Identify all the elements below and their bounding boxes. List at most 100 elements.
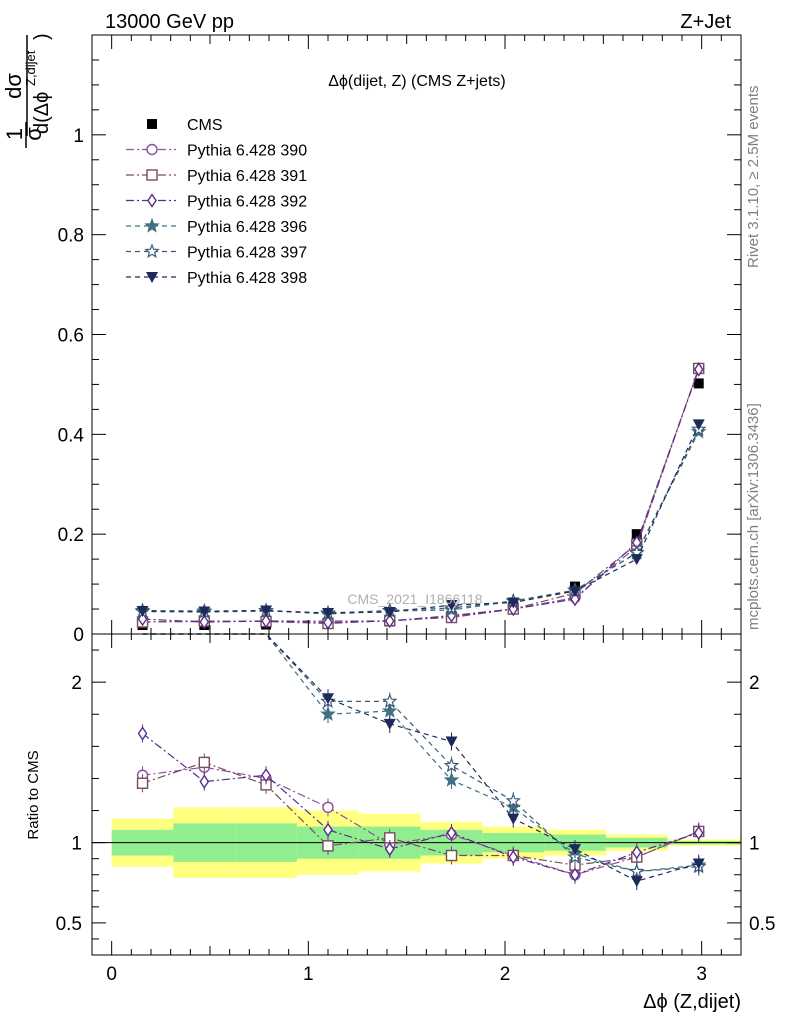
- data-point: [383, 607, 396, 619]
- legend-item-pythia-6-428-391: Pythia 6.428 391: [126, 168, 307, 185]
- ratio-data-point: [443, 771, 460, 787]
- series-line: [142, 424, 700, 614]
- x-tick-label: 3: [696, 964, 707, 985]
- ratio-data-point: [630, 876, 643, 888]
- legend: CMS Pythia 6.428 390 Pythia 6.428 391 Pythi…: [126, 117, 307, 287]
- main-y-tick-label: 0.2: [58, 525, 84, 546]
- ratio-y-tick-label: 1: [71, 834, 82, 855]
- data-point: [445, 600, 458, 612]
- legend-item-cms: CMS: [147, 117, 223, 134]
- data-point: [508, 601, 519, 617]
- energy-label: 13000 GeV pp: [105, 11, 234, 33]
- main-y-tick-label: 0: [73, 625, 84, 646]
- series-pythia-6-428-398: [136, 419, 705, 620]
- data-point: [630, 554, 643, 566]
- legend-marker: [144, 217, 160, 233]
- legend-marker: [146, 272, 158, 283]
- data-point: [261, 613, 271, 629]
- mcplots-reference-text: mcplots.cern.ch [arXiv:1306.3436]: [745, 403, 762, 630]
- series-pythia-6-428-390: [136, 362, 705, 628]
- legend-item-pythia-6-428-390: Pythia 6.428 390: [126, 143, 307, 160]
- legend-label: Pythia 6.428 398: [187, 270, 307, 287]
- legend-marker: [146, 169, 158, 181]
- ratio-data-point: [136, 777, 149, 789]
- data-point: [693, 362, 704, 377]
- ratio-data-point: [384, 841, 395, 857]
- legend-label: CMS: [187, 117, 223, 134]
- data-point: [384, 613, 395, 629]
- legend-label: Pythia 6.428 396: [187, 219, 307, 236]
- legend-marker: [147, 119, 157, 129]
- x-tick-label: 1: [303, 964, 314, 985]
- legend-marker: [146, 143, 158, 156]
- analysis-watermark: CMS_2021_I1866118: [347, 591, 482, 607]
- data-point: [631, 529, 642, 540]
- ratio-data-point: [505, 792, 521, 808]
- main-panel: [134, 362, 707, 631]
- data-point: [692, 419, 705, 431]
- x-tick-label: 2: [500, 964, 511, 985]
- data-point: [136, 606, 149, 618]
- ratio-data-point: [443, 757, 460, 773]
- ratio-data-point: [508, 849, 519, 865]
- x-tick-label: 0: [106, 964, 117, 985]
- legend-item-pythia-6-428-392: Pythia 6.428 392: [126, 193, 307, 211]
- ratio-data-point: [323, 822, 333, 838]
- series-pythia-6-428-392: [137, 362, 704, 630]
- ratio-series-line: [142, 761, 699, 866]
- main-y-tick-label: 0.6: [58, 326, 84, 347]
- axis-ticks: 0 0.2 0.4 0.6 0.8 1 0 1 2 3 0.5 0.5 1 1 2 2: [56, 34, 775, 985]
- ratio-y-tick-label-right: 1: [749, 834, 760, 855]
- ratio-series-line: [142, 733, 699, 876]
- data-point: [570, 591, 580, 607]
- ratio-frame: [91, 633, 742, 956]
- ratio-y-tick-label: 2: [71, 673, 82, 694]
- y-label-one: 1: [2, 128, 27, 140]
- ratio-data-point: [382, 693, 398, 709]
- legend-marker: [144, 243, 160, 259]
- ratio-data-point: [692, 858, 705, 870]
- y-label-close: ): [31, 33, 53, 40]
- legend-item-pythia-6-428-398: Pythia 6.428 398: [126, 270, 307, 287]
- main-title: Δϕ(dijet, Z) (CMS Z+jets): [328, 73, 505, 90]
- data-point: [569, 586, 582, 598]
- ratio-data-point: [570, 867, 580, 883]
- ratio-data-point: [322, 693, 334, 705]
- y-label-dsigma: dσ: [1, 73, 26, 99]
- main-y-axis-label: 1 σ dσ d(Δϕ Z,dijet ): [1, 33, 53, 148]
- process-label: Z+Jet: [680, 11, 731, 33]
- x-axis-label: Δϕ (Z,dijet): [643, 991, 741, 1013]
- legend-label: Pythia 6.428 391: [187, 168, 307, 185]
- ratio-y-axis-label: Ratio to CMS: [25, 750, 42, 839]
- main-y-tick-label: 0.4: [58, 425, 85, 446]
- data-point: [507, 597, 520, 609]
- legend-item-pythia-6-428-396: Pythia 6.428 396: [126, 217, 307, 236]
- ratio-data-point: [322, 801, 334, 814]
- rivet-version-text: Rivet 3.1.10, ≥ 2.5M events: [745, 85, 762, 269]
- legend-marker: [147, 193, 157, 208]
- data-point: [693, 378, 704, 389]
- ratio-data-point: [693, 825, 704, 841]
- series-pythia-6-428-397: [134, 421, 707, 620]
- ratio-data-point: [507, 813, 520, 825]
- ratio-series-pythia-6-428-392: [137, 724, 704, 884]
- main-y-tick-label: 1: [73, 126, 84, 147]
- series-line: [142, 429, 700, 614]
- data-point: [322, 608, 334, 620]
- series-line: [142, 368, 700, 623]
- legend-label: Pythia 6.428 397: [187, 245, 307, 262]
- legend-label: Pythia 6.428 392: [187, 194, 307, 211]
- y-label-denominator: d(Δϕ: [31, 92, 53, 134]
- ratio-data-point: [631, 845, 642, 860]
- ratio-data-point: [445, 849, 458, 862]
- series-line: [142, 369, 700, 624]
- ratio-data-point: [446, 825, 457, 841]
- ratio-data-point: [137, 726, 148, 741]
- ratio-data-point: [199, 774, 210, 789]
- series-line: [142, 431, 700, 615]
- ratio-panel: [92, 633, 741, 891]
- ratio-data-point: [445, 736, 458, 748]
- ratio-y-tick-label: 0.5: [56, 914, 82, 935]
- ratio-data-point: [198, 756, 210, 769]
